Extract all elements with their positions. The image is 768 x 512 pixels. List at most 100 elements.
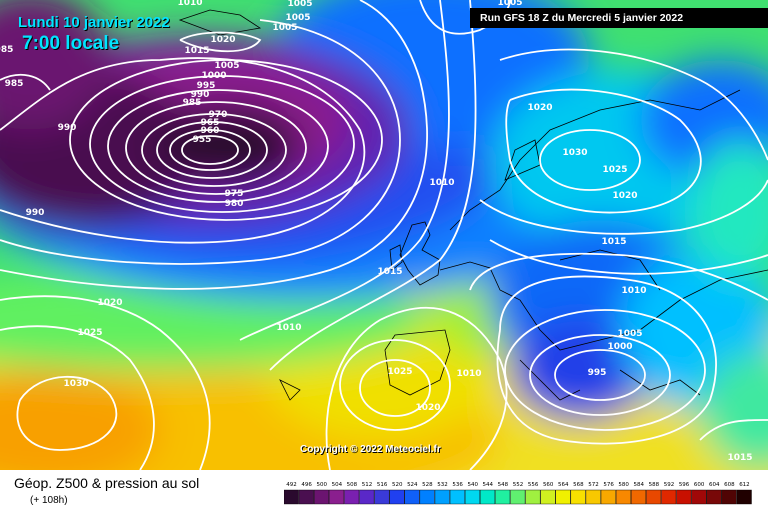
legend-swatch (555, 489, 571, 505)
forecast-offset: (+ 108h) (30, 495, 68, 506)
legend-swatch (313, 489, 329, 505)
legend-swatch (344, 489, 360, 505)
isobar-label: 1020 (415, 403, 440, 413)
legend-swatch (449, 489, 465, 505)
legend-tick-label: 576 (603, 482, 614, 488)
legend-tick-label: 504 (332, 482, 343, 488)
isobar-label: 1005 (617, 329, 642, 339)
legend-swatch (510, 489, 526, 505)
legend-tick-label: 552 (513, 482, 524, 488)
legend-swatch (480, 489, 496, 505)
model-run-label: Run GFS 18 Z du Mercredi 5 janvier 2022 (470, 8, 768, 28)
isobar-label: 975 (225, 189, 244, 199)
legend-tick-label: 568 (573, 482, 584, 488)
isobar-label: 1015 (377, 267, 402, 277)
copyright-text: Copyright © 2022 Meteociel.fr (300, 444, 441, 455)
legend-swatch (329, 489, 345, 505)
isobar-label: 1015 (727, 453, 752, 463)
legend-swatch (464, 489, 480, 505)
legend-swatch (495, 489, 511, 505)
legend-swatch (434, 489, 450, 505)
legend-tick-label: 492 (286, 482, 297, 488)
isobar-label: 995 (197, 81, 216, 91)
color-scale-legend: 492 496 500 504 508 512 516 520 524 528 532 536 540 5… (284, 482, 752, 505)
legend-swatch (374, 489, 390, 505)
geopotential-fill (0, 0, 768, 470)
legend-tick-label: 508 (347, 482, 358, 488)
isobar-label: 990 (26, 208, 45, 218)
legend-swatch (661, 489, 677, 505)
legend-swatch (631, 489, 647, 505)
legend-tick-label: 556 (528, 482, 539, 488)
isobar-label: 1010 (429, 178, 454, 188)
isobar-label: 1025 (77, 328, 102, 338)
isobar-label: 1015 (601, 237, 626, 247)
legend-swatch (676, 489, 692, 505)
legend-swatch (736, 489, 752, 505)
legend-tick-label: 560 (543, 482, 554, 488)
legend-tick-label: 588 (649, 482, 660, 488)
isobar-label: 985 (5, 79, 24, 89)
legend-tick-label: 548 (498, 482, 509, 488)
legend-swatch (600, 489, 616, 505)
isobar-label: 1030 (63, 379, 88, 389)
legend-tick-label: 520 (392, 482, 403, 488)
legend-swatch (706, 489, 722, 505)
legend-swatch (721, 489, 737, 505)
isobar-label: 1020 (527, 103, 552, 113)
isobar-label: 985 (0, 45, 13, 55)
forecast-time: 7:00 locale (22, 33, 120, 54)
legend-swatch (615, 489, 631, 505)
isobar-label: 1005 (214, 61, 239, 71)
legend-tick-label: 596 (679, 482, 690, 488)
isobar-label: 1010 (456, 369, 481, 379)
legend-tick-label: 600 (694, 482, 705, 488)
legend-tick-label: 612 (739, 482, 750, 488)
legend-tick-label: 584 (634, 482, 645, 488)
legend-tick-label: 604 (709, 482, 720, 488)
legend-swatch (359, 489, 375, 505)
legend-tick-label: 536 (452, 482, 463, 488)
isobar-label: 970 (209, 110, 228, 120)
legend-swatch (298, 489, 314, 505)
legend-tick-label: 592 (664, 482, 675, 488)
isobar-label: 1020 (97, 298, 122, 308)
legend-tick-label: 572 (588, 482, 599, 488)
legend-swatch (404, 489, 420, 505)
isobar-label: 1005 (287, 0, 312, 9)
legend-tick-label: 532 (437, 482, 448, 488)
isobar-label: 960 (201, 126, 220, 136)
legend-tick-label: 608 (724, 482, 735, 488)
isobar-label: 1020 (210, 35, 235, 45)
isobar-label: 1005 (497, 0, 522, 8)
map-title: Géop. Z500 & pression au sol (14, 475, 200, 491)
geopotential-map: 1010 100510051005102010151005100099599098… (0, 0, 768, 470)
legend-tick-label: 500 (316, 482, 327, 488)
legend-tick-label: 512 (362, 482, 373, 488)
isobar-labels: 1010 100510051005102010151005100099599098… (0, 0, 753, 463)
isobar-label: 995 (588, 368, 607, 378)
legend-tick-label: 496 (301, 482, 312, 488)
forecast-date: Lundi 10 janvier 2022 (18, 14, 170, 31)
legend-swatch (284, 489, 299, 505)
isobar-label: 1010 (177, 0, 202, 8)
isobar-label: 955 (193, 135, 212, 145)
legend-tick-label: 516 (377, 482, 388, 488)
isobar-label: 1005 (272, 23, 297, 33)
isobar-label: 1025 (602, 165, 627, 175)
legend-swatch (525, 489, 541, 505)
isobar-label: 1010 (276, 323, 301, 333)
isobar-label: 1010 (621, 286, 646, 296)
isobar-label: 1000 (607, 342, 632, 352)
legend-tick-label: 544 (483, 482, 494, 488)
legend-tick-label: 580 (618, 482, 629, 488)
legend-swatch (570, 489, 586, 505)
isobar-label: 1020 (612, 191, 637, 201)
legend-tick-label: 564 (558, 482, 569, 488)
isobar-label: 965 (201, 118, 220, 128)
legend-swatch (540, 489, 556, 505)
isobar-label: 990 (191, 90, 210, 100)
legend-swatch (646, 489, 662, 505)
isobar-label: 990 (58, 123, 77, 133)
